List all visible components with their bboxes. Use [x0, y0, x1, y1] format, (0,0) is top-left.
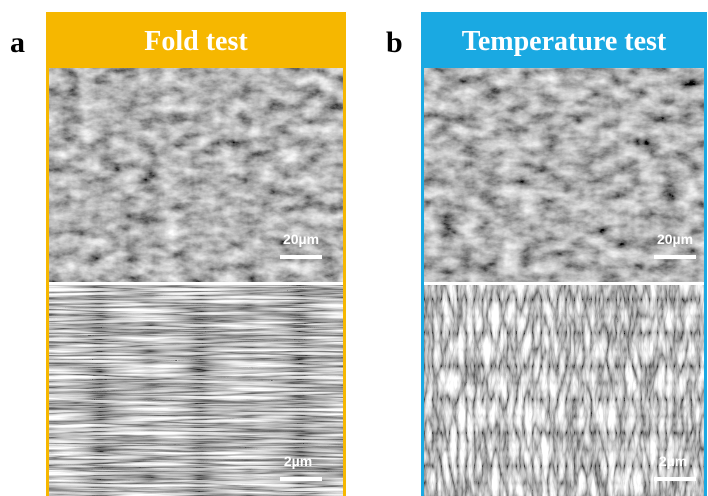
scale-bar-label: 2µm	[284, 453, 312, 469]
scale-bar-label: 20µm	[657, 231, 693, 247]
scale-bar-label: 20µm	[283, 231, 319, 247]
divider	[424, 282, 704, 285]
scale-bar	[280, 477, 322, 481]
sem-image	[49, 68, 343, 282]
scale-bar	[654, 477, 696, 481]
sem-image	[424, 68, 704, 282]
scale-bar	[654, 255, 696, 259]
panel-label: b	[386, 26, 403, 59]
scale-bar	[280, 255, 322, 259]
panel-title: Temperature test	[462, 26, 667, 57]
scale-bar-label: 2µm	[659, 453, 687, 469]
divider	[49, 282, 343, 285]
panel-title: Fold test	[144, 26, 248, 57]
panel-label: a	[10, 26, 25, 59]
figure: a Fold test 20µm 2µm b Temperature test …	[0, 0, 708, 496]
